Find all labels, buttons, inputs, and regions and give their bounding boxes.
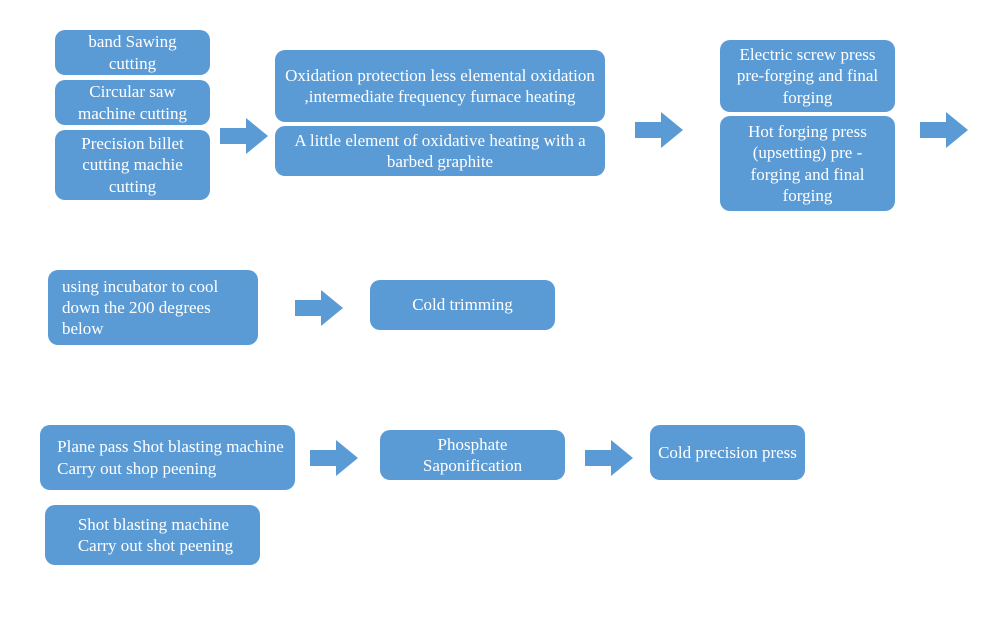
node-label: Oxidation protection less elemental oxid… (283, 65, 597, 108)
node-band-sawing: band Sawing cutting (55, 30, 210, 75)
node-incubator-cool: using incubator to cool down the 200 deg… (48, 270, 258, 345)
node-circular-saw: Circular saw machine cutting (55, 80, 210, 125)
arrow-icon (585, 440, 633, 476)
node-cold-trimming: Cold trimming (370, 280, 555, 330)
node-shot-blasting: Shot blasting machine Carry out shot pee… (45, 505, 260, 565)
node-hot-forging-press: Hot forging press (upsetting) pre -forgi… (720, 116, 895, 211)
node-oxidation-protection: Oxidation protection less elemental oxid… (275, 50, 605, 122)
node-cold-precision-press: Cold precision press (650, 425, 805, 480)
node-precision-billet: Precision billet cutting machie cutting (55, 130, 210, 200)
node-label: using incubator to cool down the 200 deg… (62, 276, 250, 340)
node-label: band Sawing cutting (63, 31, 202, 74)
arrow-icon (310, 440, 358, 476)
arrow-icon (920, 112, 968, 148)
node-label: Cold precision press (658, 442, 797, 463)
node-label: Electric screw press pre-forging and fin… (728, 44, 887, 108)
node-label: Precision billet cutting machie cutting (63, 133, 202, 197)
node-label: Hot forging press (upsetting) pre -forgi… (728, 121, 887, 206)
node-oxidative-heating: A little element of oxidative heating wi… (275, 126, 605, 176)
arrow-icon (295, 290, 343, 326)
node-label: Shot blasting machine Carry out shot pee… (78, 514, 233, 557)
arrow-icon (635, 112, 683, 148)
node-label: Cold trimming (412, 294, 513, 315)
arrow-icon (220, 118, 268, 154)
node-electric-screw-press: Electric screw press pre-forging and fin… (720, 40, 895, 112)
node-plane-pass-shot-blasting: Plane pass Shot blasting machine Carry o… (40, 425, 295, 490)
node-label: Phosphate Saponification (388, 434, 557, 477)
flowchart-stage: band Sawing cutting Circular saw machine… (0, 0, 989, 617)
node-phosphate-saponification: Phosphate Saponification (380, 430, 565, 480)
node-label: Plane pass Shot blasting machine Carry o… (57, 436, 284, 479)
node-label: Circular saw machine cutting (63, 81, 202, 124)
node-label: A little element of oxidative heating wi… (283, 130, 597, 173)
